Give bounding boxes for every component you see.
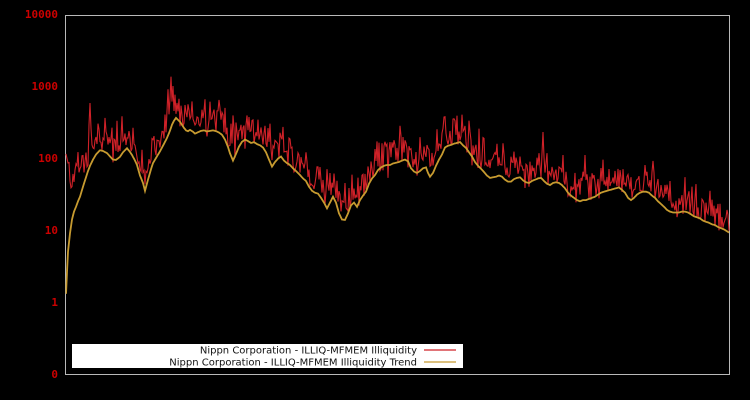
- y-axis: 10000 1000 100 10 1 0: [25, 8, 59, 381]
- legend-label-trend: Nippn Corporation - ILLIQ-MFMEM Illiquid…: [169, 358, 417, 369]
- y-tick-label-1000: 1000: [32, 80, 59, 93]
- trend-series-line: [65, 116, 730, 294]
- legend-box: [72, 344, 463, 368]
- y-tick-label-10: 10: [45, 224, 58, 237]
- y-tick-label-100: 100: [38, 152, 58, 165]
- y-tick-label-10000: 10000: [25, 8, 58, 21]
- y-tick-label-0: 0: [51, 368, 58, 381]
- illiquidity-series-line: [65, 76, 730, 231]
- plot-border: [65, 15, 730, 375]
- series-group: [65, 76, 730, 294]
- y-tick-label-1: 1: [51, 296, 58, 309]
- legend: Nippn Corporation - ILLIQ-MFMEM Illiquid…: [72, 344, 463, 369]
- legend-label-illiquidity: Nippn Corporation - ILLIQ-MFMEM Illiquid…: [200, 346, 417, 357]
